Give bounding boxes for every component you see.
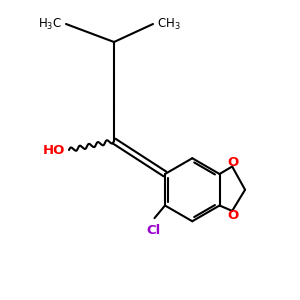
Text: CH$_3$: CH$_3$: [157, 16, 180, 32]
Text: Cl: Cl: [146, 224, 160, 236]
Text: O: O: [227, 208, 238, 222]
Text: O: O: [227, 156, 238, 169]
Text: H$_3$C: H$_3$C: [38, 16, 62, 32]
Text: HO: HO: [43, 143, 65, 157]
